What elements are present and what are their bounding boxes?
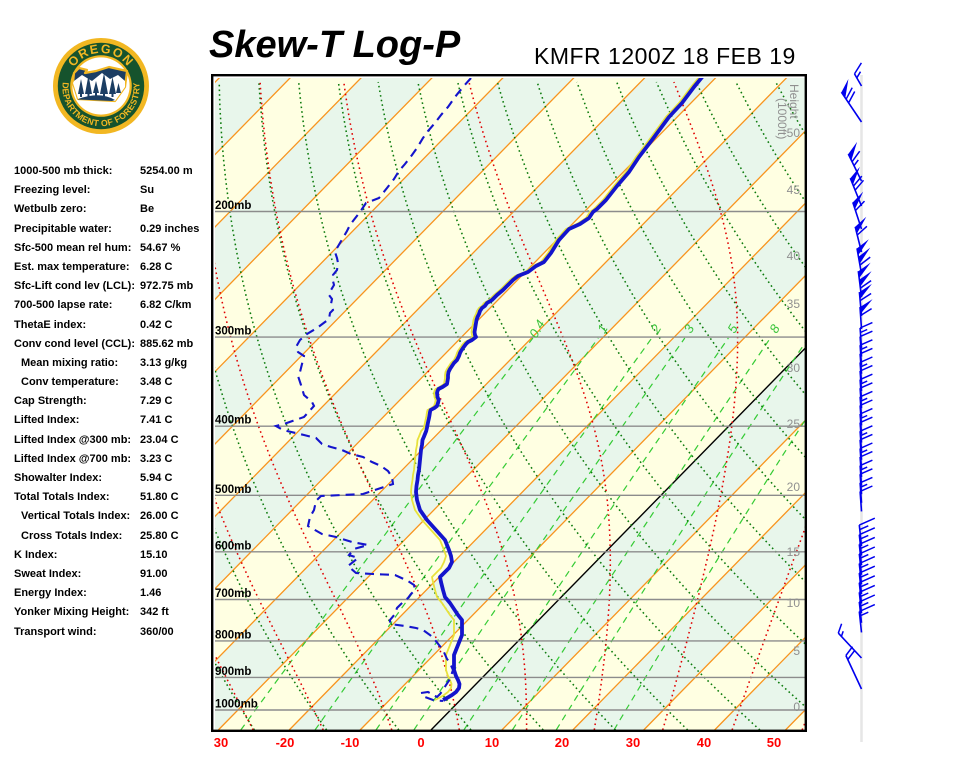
svg-text:300mb: 300mb (215, 326, 251, 338)
svg-text:700mb: 700mb (215, 588, 251, 600)
svg-text:45: 45 (787, 183, 801, 197)
svg-text:30: 30 (787, 361, 801, 375)
svg-text:50: 50 (787, 126, 801, 140)
svg-text:0: 0 (793, 700, 800, 714)
svg-text:25: 25 (787, 417, 801, 431)
svg-text:900mb: 900mb (215, 666, 251, 678)
svg-text:1000mb: 1000mb (215, 699, 258, 711)
svg-text:(1000ft): (1000ft) (775, 98, 789, 139)
svg-text:20: 20 (787, 480, 801, 494)
svg-text:400mb: 400mb (215, 415, 251, 427)
svg-text:200mb: 200mb (215, 200, 251, 212)
svg-text:Height: Height (787, 84, 801, 119)
svg-text:10: 10 (787, 596, 801, 610)
svg-text:500mb: 500mb (215, 484, 251, 496)
svg-text:800mb: 800mb (215, 629, 251, 641)
svg-text:35: 35 (787, 297, 801, 311)
svg-text:15: 15 (787, 545, 801, 559)
svg-text:5: 5 (793, 644, 800, 658)
svg-text:600mb: 600mb (215, 540, 251, 552)
svg-text:40: 40 (787, 249, 801, 263)
